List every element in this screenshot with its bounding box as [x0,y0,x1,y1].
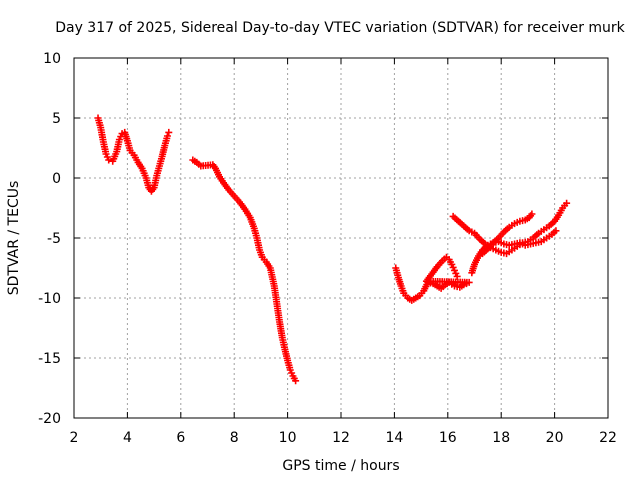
x-tick-label: 10 [279,430,297,446]
x-tick-label: 14 [385,430,403,446]
x-tick-label: 22 [599,430,617,446]
x-tick-label: 18 [492,430,510,446]
y-tick-label: -5 [47,231,61,247]
y-tick-label: -20 [38,411,61,427]
data-point [563,199,571,207]
axis-ticks [73,57,609,419]
y-axis-tick-labels: 10 5 0 -5 -10 -15 -20 [38,51,61,427]
y-tick-label: -15 [38,351,61,367]
y-tick-label: 10 [43,51,61,67]
x-axis-label: GPS time / hours [282,458,399,474]
y-tick-label: 0 [52,171,61,187]
data-point [528,210,536,218]
y-tick-label: 5 [52,111,61,127]
data-point [453,272,461,280]
x-tick-label: 6 [176,430,185,446]
x-tick-label: 12 [332,430,350,446]
y-axis-label: SDTVAR / TECUs [6,181,22,296]
grid [74,58,608,418]
x-tick-label: 2 [70,430,79,446]
x-tick-label: 16 [439,430,457,446]
data-points [94,114,571,385]
y-tick-label: -10 [38,291,61,307]
data-point [552,227,560,235]
x-tick-label: 8 [230,430,239,446]
data-point [163,132,171,140]
data-point [165,128,173,136]
chart-title: Day 317 of 2025, Sidereal Day-to-day VTE… [55,20,625,36]
x-axis-tick-labels: 2 4 6 8 10 12 14 16 18 20 22 [70,430,617,446]
data-point [105,156,113,164]
x-tick-label: 4 [123,430,132,446]
data-point [292,377,300,385]
x-tick-label: 20 [546,430,564,446]
